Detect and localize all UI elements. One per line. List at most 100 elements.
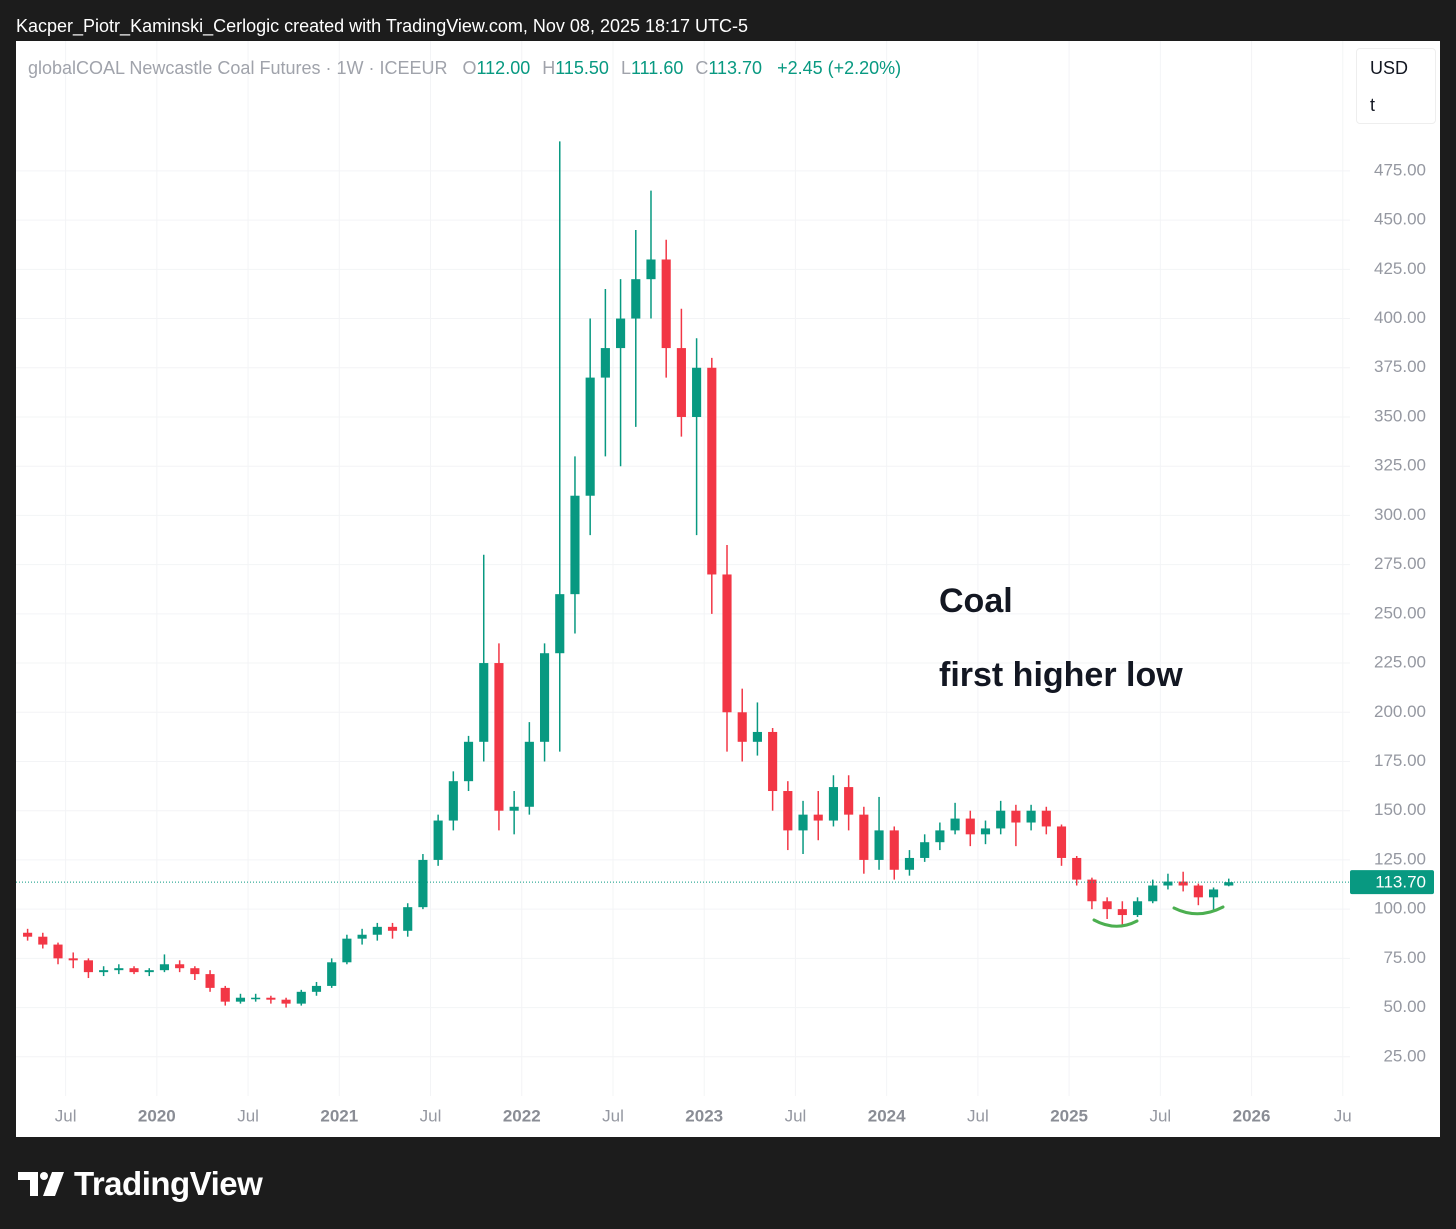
y-tick-label: 225.00 xyxy=(1374,653,1426,672)
x-tick-label: Jul xyxy=(602,1106,624,1125)
candle-body xyxy=(813,814,823,821)
candle-body xyxy=(965,818,975,835)
candle-body xyxy=(418,859,428,908)
candle-body xyxy=(266,997,276,1000)
y-tick-label: 200.00 xyxy=(1374,702,1426,721)
x-tick-label: 2026 xyxy=(1233,1106,1271,1125)
y-tick-label: 450.00 xyxy=(1374,210,1426,229)
candle-body xyxy=(448,781,458,821)
x-tick-label: 2022 xyxy=(503,1106,541,1125)
candle-body xyxy=(798,814,808,831)
candle-body xyxy=(570,495,580,595)
ohlc-value: 112.00 xyxy=(476,58,531,78)
x-tick-label: 2021 xyxy=(320,1106,358,1125)
candle-body xyxy=(859,814,869,860)
y-tick-label: 250.00 xyxy=(1374,603,1426,622)
change: +2.45 (+2.20%) xyxy=(777,58,902,78)
candle-body xyxy=(1072,857,1082,880)
candle-body xyxy=(524,741,534,807)
candle-body xyxy=(646,259,656,280)
y-tick-label: 325.00 xyxy=(1374,456,1426,475)
candle-body xyxy=(616,318,626,349)
candle-body xyxy=(403,907,413,931)
y-tick-label: 275.00 xyxy=(1374,554,1426,573)
candle-body xyxy=(1041,810,1051,827)
unit-box[interactable]: USD t xyxy=(1356,48,1436,124)
y-tick-label: 300.00 xyxy=(1374,505,1426,524)
candle-body xyxy=(251,997,261,1000)
currency[interactable]: USD xyxy=(1370,58,1409,78)
candle-body xyxy=(235,997,246,1002)
candle-body xyxy=(980,828,991,835)
candle-body xyxy=(220,987,230,1002)
ohlc-key: L xyxy=(620,58,631,78)
candle-body xyxy=(1087,879,1097,902)
candle-body xyxy=(281,999,291,1004)
ohlc-key: O xyxy=(462,58,477,78)
candle-body xyxy=(996,810,1006,829)
candle-body xyxy=(539,653,550,742)
x-tick-label: 2025 xyxy=(1050,1106,1088,1125)
candle-body xyxy=(509,806,519,811)
candle-body xyxy=(327,962,337,986)
candle-body xyxy=(1117,909,1127,916)
y-tick-label: 400.00 xyxy=(1374,308,1426,327)
candle-body xyxy=(844,787,854,815)
x-tick-label: Jul xyxy=(237,1106,259,1125)
candle-body xyxy=(205,974,215,988)
candle-body xyxy=(752,731,762,742)
x-tick-label: Jul xyxy=(1149,1106,1171,1125)
higher-low-arc xyxy=(1172,905,1225,916)
y-tick-label: 375.00 xyxy=(1374,357,1426,376)
candle-body xyxy=(114,968,124,971)
candle-body xyxy=(1208,889,1219,898)
candle-body xyxy=(479,663,489,742)
candle-body xyxy=(159,964,170,971)
ohlc-key: H xyxy=(542,58,556,78)
candle-body xyxy=(600,348,610,378)
candle-body xyxy=(889,830,899,870)
candle-body xyxy=(676,348,686,417)
candle-body xyxy=(737,712,747,742)
y-tick-label: 50.00 xyxy=(1383,997,1426,1016)
candles xyxy=(16,141,1350,1008)
symbol: globalCOAL Newcastle Coal Futures · 1W ·… xyxy=(28,58,448,78)
higher-low-arc xyxy=(1092,918,1139,928)
last-price-tag xyxy=(1350,870,1434,895)
candle-body xyxy=(83,960,93,973)
annotation: Coal xyxy=(939,582,1013,620)
y-tick-label: 425.00 xyxy=(1374,259,1426,278)
candle-body xyxy=(631,279,641,319)
candle-body xyxy=(433,820,443,860)
top-bar: Kacper_Piotr_Kaminski_Cerlogic created w… xyxy=(16,16,749,36)
candle-body xyxy=(53,944,63,959)
candle-body xyxy=(874,830,884,860)
candle-body xyxy=(494,663,504,811)
candle-body xyxy=(68,958,78,961)
candle-body xyxy=(129,968,139,973)
candle-body xyxy=(1193,885,1203,898)
candle-body xyxy=(1056,826,1067,858)
candle-body xyxy=(387,926,398,931)
candle-body xyxy=(1026,810,1036,823)
candle-body xyxy=(707,367,717,575)
y-tick-label: 175.00 xyxy=(1374,751,1426,770)
candle-body xyxy=(935,830,945,843)
candle-body xyxy=(296,991,306,1004)
x-tick-label: 2023 xyxy=(685,1106,723,1125)
ohlc-key: C xyxy=(695,58,709,78)
y-tick-label: 475.00 xyxy=(1374,160,1426,179)
x-tick-label: Ju xyxy=(1334,1106,1352,1125)
candle-body xyxy=(1224,882,1234,886)
candle-body xyxy=(555,594,565,654)
last-price-label: 113.70 xyxy=(1375,873,1426,892)
y-tick-label: 100.00 xyxy=(1374,899,1426,918)
unit[interactable]: t xyxy=(1370,95,1376,115)
candle-body xyxy=(783,791,793,831)
candle-body xyxy=(311,985,322,992)
candle-body xyxy=(1011,810,1021,823)
candle-body xyxy=(175,964,185,969)
labels: 25.00 50.00 75.00 100.00 125.00 150.00 175.00 2… xyxy=(55,160,1434,1125)
y-tick-label: 125.00 xyxy=(1374,849,1426,868)
